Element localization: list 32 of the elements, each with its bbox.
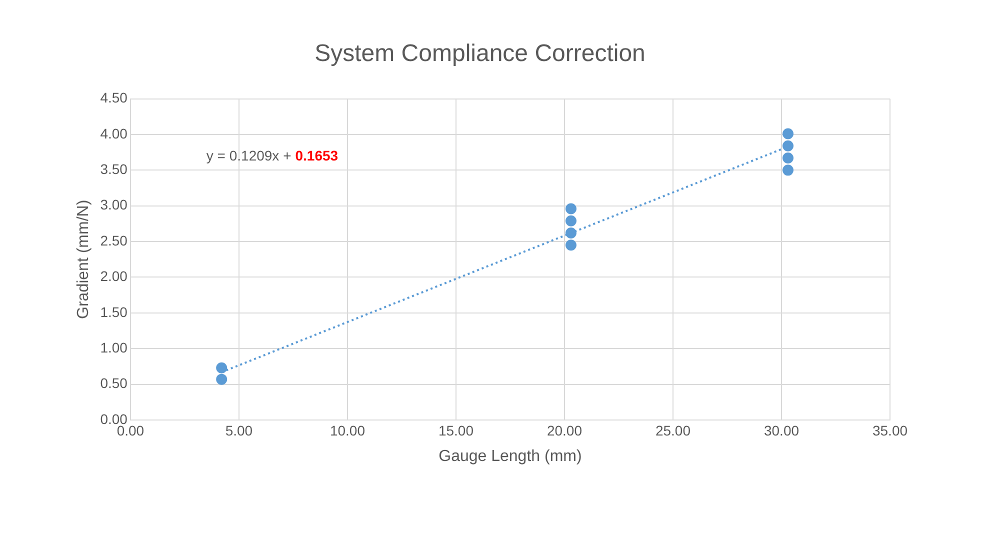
y-tick-label: 3.00	[100, 196, 128, 213]
y-tick-label: 1.50	[100, 304, 128, 320]
y-tick-label: 1.00	[100, 339, 128, 356]
x-tick-label: 20.00	[546, 422, 582, 438]
x-tick-label: 15.00	[438, 422, 474, 438]
y-tick-label: 0.50	[100, 375, 128, 392]
point	[565, 227, 576, 238]
point	[565, 215, 576, 226]
x-tick-label: 30.00	[764, 422, 800, 438]
y-tick-label: 0.00	[100, 410, 128, 427]
y-tick-label: 4.50	[100, 90, 128, 106]
x-tick-label: 25.00	[655, 422, 691, 438]
x-axis-title: Gauge Length (mm)	[438, 448, 582, 465]
y-tick-label: 3.50	[100, 161, 128, 178]
point	[565, 203, 576, 214]
x-tick-label: 35.00	[872, 422, 908, 438]
point	[216, 362, 228, 374]
point	[782, 128, 794, 140]
annotation: 0.1653	[295, 147, 338, 164]
y-tick-label: 2.50	[100, 232, 128, 248]
x-tick-label: 10.00	[330, 422, 366, 438]
y-tick-label: 2.00	[100, 268, 128, 284]
y-axis-title: Gradient (mm/N)	[75, 200, 92, 319]
point	[782, 140, 794, 152]
point	[782, 152, 794, 164]
annotation: y = 0.1209x +	[206, 147, 292, 164]
point	[565, 240, 576, 251]
point	[216, 374, 228, 385]
chart-title: System Compliance Correction	[314, 40, 646, 68]
point	[782, 164, 794, 176]
x-tick-label: 5.00	[225, 422, 253, 438]
y-tick-label: 4.00	[100, 125, 128, 142]
